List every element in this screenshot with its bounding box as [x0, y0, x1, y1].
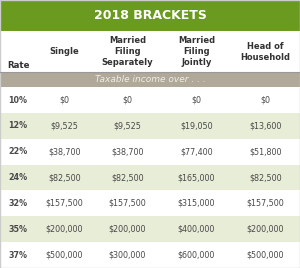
Text: 35%: 35% [8, 225, 28, 234]
Text: $200,000: $200,000 [46, 225, 83, 234]
Text: $0: $0 [59, 95, 70, 105]
Text: $500,000: $500,000 [247, 251, 284, 260]
Text: 12%: 12% [8, 121, 28, 130]
FancyBboxPatch shape [0, 165, 300, 191]
FancyBboxPatch shape [0, 113, 300, 139]
FancyBboxPatch shape [0, 0, 300, 31]
Text: $0: $0 [122, 95, 133, 105]
Text: $38,700: $38,700 [48, 147, 81, 156]
Text: $157,500: $157,500 [247, 199, 284, 208]
Text: $13,600: $13,600 [249, 121, 282, 130]
Text: $200,000: $200,000 [109, 225, 146, 234]
Text: $9,525: $9,525 [51, 121, 78, 130]
Text: $0: $0 [260, 95, 271, 105]
Text: $0: $0 [191, 95, 202, 105]
FancyBboxPatch shape [0, 139, 300, 165]
Text: $157,500: $157,500 [46, 199, 83, 208]
Text: 22%: 22% [8, 147, 28, 156]
FancyBboxPatch shape [0, 242, 300, 268]
Text: 24%: 24% [8, 173, 28, 182]
Text: $500,000: $500,000 [46, 251, 83, 260]
Text: $9,525: $9,525 [114, 121, 141, 130]
Text: $200,000: $200,000 [247, 225, 284, 234]
Text: 10%: 10% [8, 95, 28, 105]
Text: $82,500: $82,500 [48, 173, 81, 182]
Text: $38,700: $38,700 [111, 147, 144, 156]
FancyBboxPatch shape [0, 191, 300, 216]
Text: Head of
Household: Head of Household [241, 42, 290, 62]
Text: 32%: 32% [8, 199, 28, 208]
Text: $51,800: $51,800 [249, 147, 282, 156]
FancyBboxPatch shape [0, 72, 300, 87]
Text: $82,500: $82,500 [111, 173, 144, 182]
Text: Rate: Rate [7, 61, 29, 70]
Text: $315,000: $315,000 [178, 199, 215, 208]
Text: $19,050: $19,050 [180, 121, 213, 130]
FancyBboxPatch shape [0, 216, 300, 242]
Text: 37%: 37% [8, 251, 28, 260]
Text: Taxable income over . . .: Taxable income over . . . [94, 75, 206, 84]
Text: $82,500: $82,500 [249, 173, 282, 182]
Text: $300,000: $300,000 [109, 251, 146, 260]
Text: Married
Filing
Jointly: Married Filing Jointly [178, 36, 215, 67]
Text: $400,000: $400,000 [178, 225, 215, 234]
Text: Single: Single [50, 47, 80, 56]
Text: $77,400: $77,400 [180, 147, 213, 156]
Text: 2018 BRACKETS: 2018 BRACKETS [94, 9, 206, 22]
Text: $600,000: $600,000 [178, 251, 215, 260]
Text: $157,500: $157,500 [109, 199, 146, 208]
FancyBboxPatch shape [0, 87, 300, 113]
Text: Married
Filing
Separately: Married Filing Separately [102, 36, 153, 67]
Text: $165,000: $165,000 [178, 173, 215, 182]
